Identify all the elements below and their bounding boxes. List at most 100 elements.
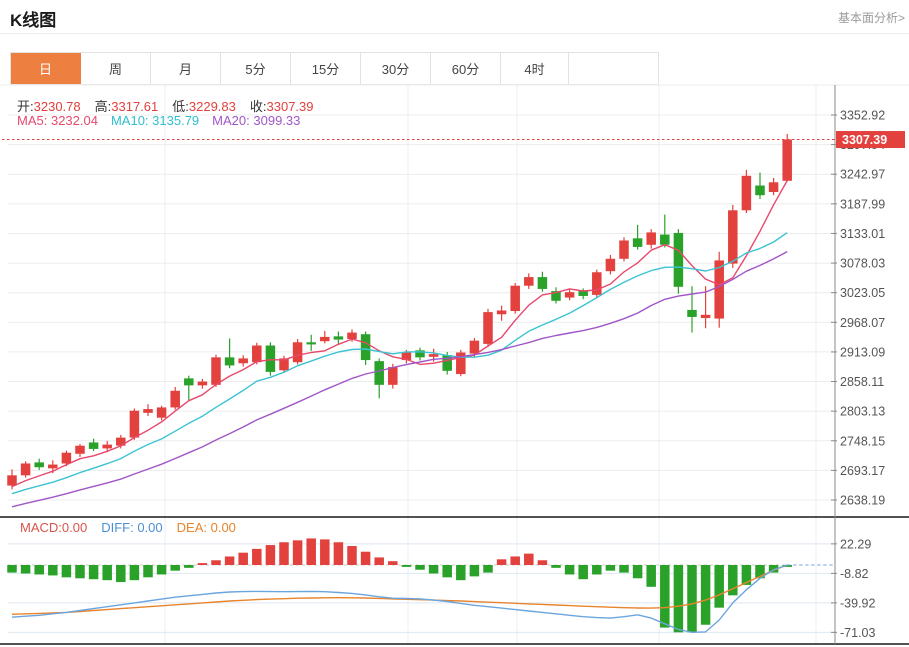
dea-value: 0.00 [210,520,236,535]
candle-body [741,175,752,211]
ma5-value: 3232.04 [50,113,98,128]
macd-bar [129,565,140,581]
price-axis-label: 3352.92 [840,109,885,123]
tab-5分[interactable]: 5分 [221,53,291,84]
macd-bar [75,565,85,579]
macd-bar [700,565,711,625]
low-label: 低: [172,99,189,114]
macd-axis-label: -8.82 [840,567,869,581]
dea-label: DEA: [176,520,207,535]
candle-body [129,410,140,438]
dea-line [11,564,788,615]
tab-4时[interactable]: 4时 [501,53,569,84]
macd-bar [728,565,738,596]
macd-bar [564,565,575,575]
price-axis-label: 2693.17 [840,464,885,478]
price-axis-label: 3187.99 [840,197,885,211]
candle-body [306,342,316,345]
candle-body [238,358,248,364]
high-value: 3317.61 [111,99,159,114]
candle-body [34,462,44,468]
macd-bar [401,565,412,567]
candle-body [360,334,371,361]
macd-bar [170,565,180,571]
ma-readout: MA5: 3232.04 MA10: 3135.79 MA20: 3099.33 [17,113,300,128]
macd-bar [374,557,384,565]
candle-body [632,238,643,247]
ma10-label: MA10: [110,113,149,128]
candle-body [687,309,697,317]
candle-body [143,409,153,413]
price-tag-value: 3307.39 [842,133,887,147]
macd-bar [483,565,493,573]
candle-body [48,464,58,469]
macd-bar [782,565,792,567]
candle-body [333,336,344,340]
macd-bar [116,565,126,583]
candle-body [619,240,629,259]
candle-body [156,407,167,418]
macd-bar [102,565,112,581]
macd-bar [741,565,752,585]
macd-bar [48,565,58,576]
candle-body [170,390,180,408]
macd-bar [224,556,235,565]
tab-30分[interactable]: 30分 [361,53,431,84]
candle-body [456,352,466,375]
candle-body [524,277,534,286]
macd-bar [428,565,439,574]
candle-body [714,260,724,319]
candle-body [401,352,412,361]
tab-60分[interactable]: 60分 [431,53,501,84]
macd-bar [156,565,167,575]
macd-bar [61,565,72,578]
tab-日[interactable]: 日 [11,53,81,84]
page-title: K线图 [10,11,57,30]
candle-body [592,272,602,295]
candle-body [116,437,126,446]
candle-body [20,463,31,476]
candle-body [428,354,439,357]
candle-body [564,292,575,298]
price-tag [836,131,905,149]
macd-bar [687,565,697,633]
macd-bar [415,565,425,570]
macd-bar [211,560,221,565]
tab-周[interactable]: 周 [81,53,151,84]
candle-body [279,358,289,371]
ma20-line [11,250,788,508]
price-axis-label: 2968.07 [840,316,885,330]
candle-body [551,291,561,301]
candle-body [469,340,480,354]
price-axis-label: 3133.01 [840,227,885,241]
macd-bar [524,553,534,565]
macd-bar [20,565,31,574]
candle-body [755,185,765,196]
macd-bar [537,560,548,565]
candle-body [88,442,99,449]
macd-bar [605,565,616,571]
macd-axis-label: -71.03 [840,626,875,640]
tab-月[interactable]: 月 [151,53,221,84]
tab-15分[interactable]: 15分 [291,53,361,84]
diff-line [11,564,788,633]
price-axis-label: 2638.19 [840,494,885,508]
ohlc-readout: 开:3230.78 高:3317.61 低:3229.83 收:3307.39 [17,96,314,115]
candle-body [782,139,792,181]
ma20-value: 3099.33 [253,113,301,128]
price-axis-label: 2748.15 [840,434,885,448]
candle-body [197,381,208,386]
price-axis-label: 3023.05 [840,286,885,300]
macd-bar [755,565,765,579]
candle-body [728,210,738,264]
candle-body [75,445,85,454]
fundamental-analysis-link[interactable]: 基本面分析> [837,11,905,25]
candle-body [496,310,507,315]
macd-axis-label: 22.29 [840,537,871,551]
ma20-label: MA20: [212,113,250,128]
macd-axis-label: -39.92 [840,596,875,610]
macd-bar [292,540,303,565]
candle-body [483,312,493,344]
candle-body [605,258,616,272]
